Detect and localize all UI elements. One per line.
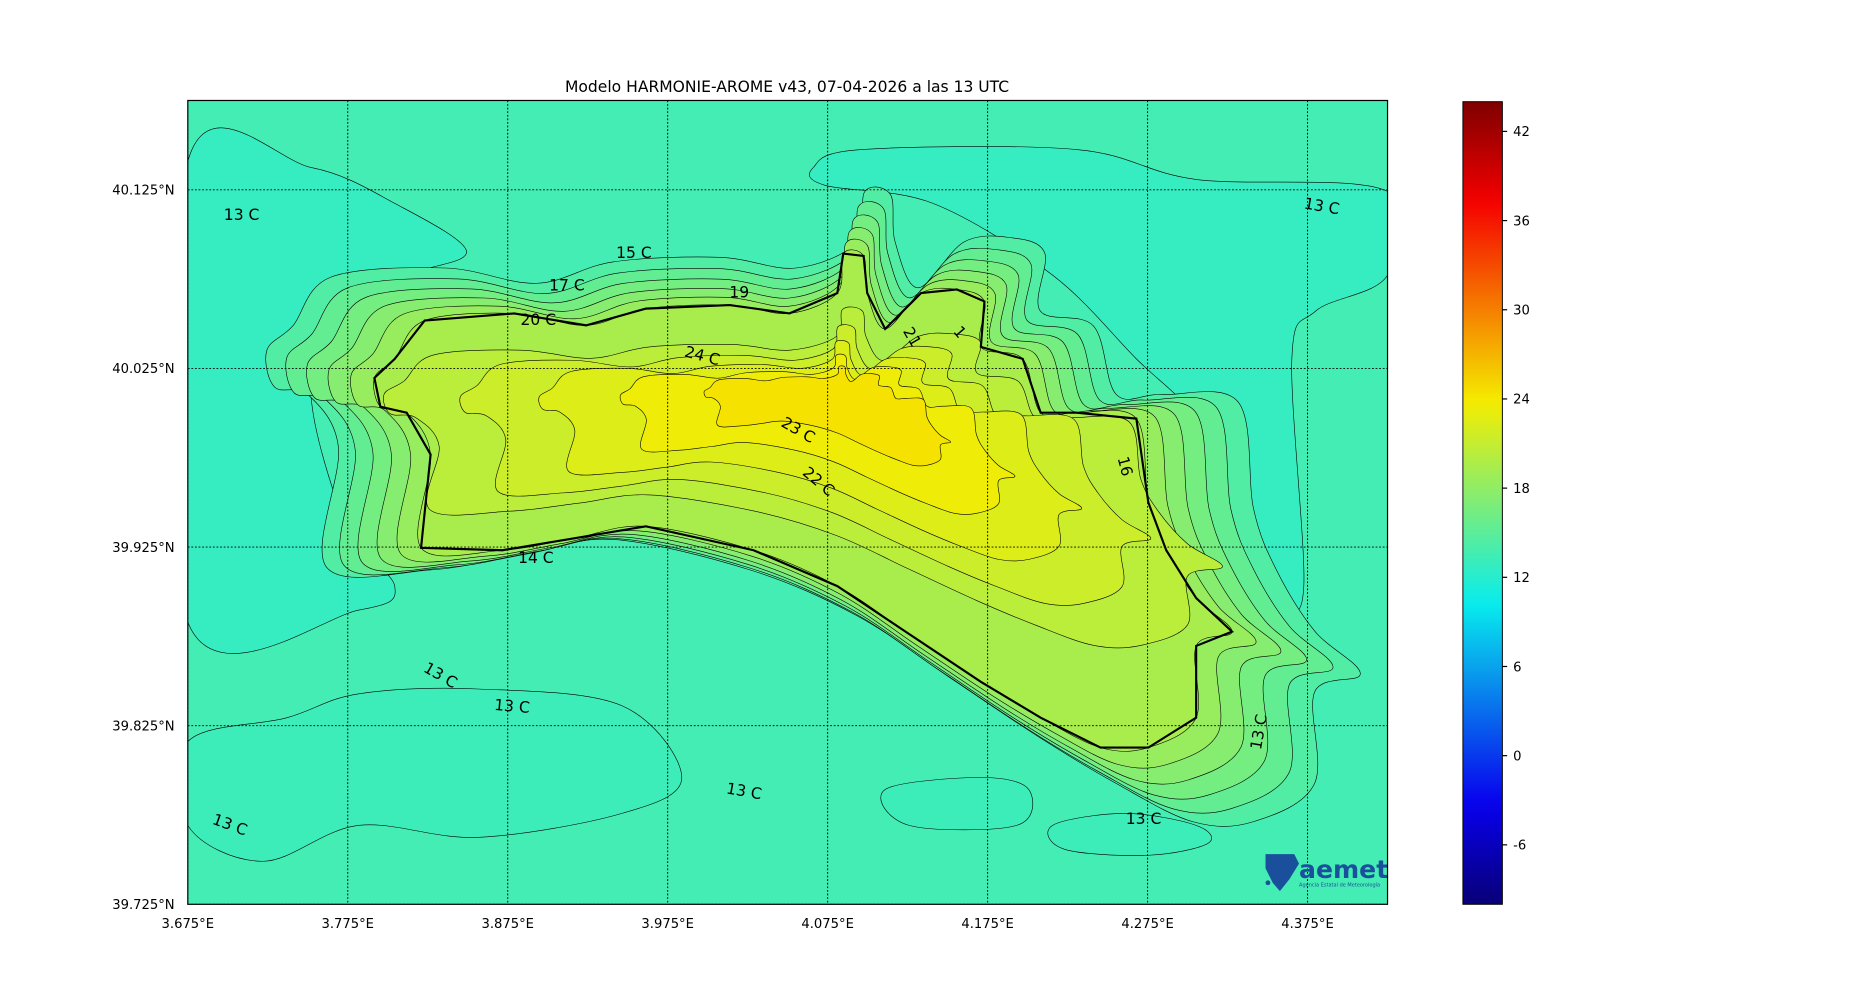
y-tick-label: 39.825°N	[112, 719, 174, 734]
contour-label: 19	[729, 284, 749, 302]
y-tick-label: 40.025°N	[112, 362, 174, 377]
low-temp-region	[187, 687, 683, 862]
colorbar: -6 0 6 12 18 24 30 36 42	[1462, 101, 1530, 905]
colorbar-tick-label: 42	[1513, 125, 1530, 140]
contour-label: 16	[1114, 454, 1137, 478]
colorbar-tick-label: -6	[1513, 839, 1526, 854]
contour-label: 15 C	[616, 244, 652, 262]
colorbar-gradient	[1462, 101, 1503, 905]
x-tick-label: 4.275°E	[1121, 917, 1173, 932]
y-tick-label: 40.125°N	[112, 184, 174, 199]
colorbar-tick-label: 12	[1513, 571, 1530, 586]
colorbar-tick-label: 24	[1513, 393, 1530, 408]
logo-wordmark: aemet	[1299, 855, 1388, 884]
colorbar-tick-label: 36	[1513, 214, 1530, 229]
x-tick-label: 3.775°E	[322, 917, 374, 932]
colorbar-tick-label: 6	[1513, 660, 1521, 675]
x-tick-label: 4.175°E	[961, 917, 1013, 932]
contour-label: 17 C	[549, 276, 585, 294]
logo-emblem-icon	[1265, 854, 1300, 892]
low-temp-region	[880, 777, 1034, 831]
logo-subtitle: Agencia Estatal de Meteorología	[1299, 881, 1380, 888]
contour-label: 13 C	[224, 206, 260, 224]
y-tick-label: 39.925°N	[112, 541, 174, 556]
contour-label: 13 C	[1126, 810, 1162, 828]
contour-label: 14 C	[518, 549, 554, 567]
x-tick-label: 3.975°E	[641, 917, 693, 932]
coastline	[373, 252, 1235, 749]
x-tick-label: 4.375°E	[1281, 917, 1333, 932]
colorbar-tick-label: 18	[1513, 482, 1530, 497]
contour-label: 13 C	[493, 696, 530, 717]
y-tick-label: 39.725°N	[112, 898, 174, 913]
x-tick-label: 3.875°E	[481, 917, 533, 932]
logo-dot	[1265, 880, 1271, 886]
plot-frame	[187, 99, 1389, 905]
colorbar-tick-label: 30	[1513, 304, 1530, 319]
contour-label: 13 C	[1247, 713, 1271, 751]
x-tick-label: 4.075°E	[801, 917, 853, 932]
x-tick-label: 3.675°E	[162, 917, 214, 932]
contour-level-24	[703, 365, 952, 467]
contour-label: 13 C	[725, 779, 763, 803]
contour-label: 13 C	[1303, 194, 1341, 218]
colorbar-tick-label: 0	[1513, 749, 1521, 764]
contour-label: 20 C	[520, 311, 556, 329]
map-title: Modelo HARMONIE-AROME v43, 07-04-2026 a …	[565, 78, 1009, 96]
low-temp-region	[1047, 813, 1212, 856]
aemet-logo: aemet Agencia Estatal de Meteorología	[1265, 854, 1388, 892]
